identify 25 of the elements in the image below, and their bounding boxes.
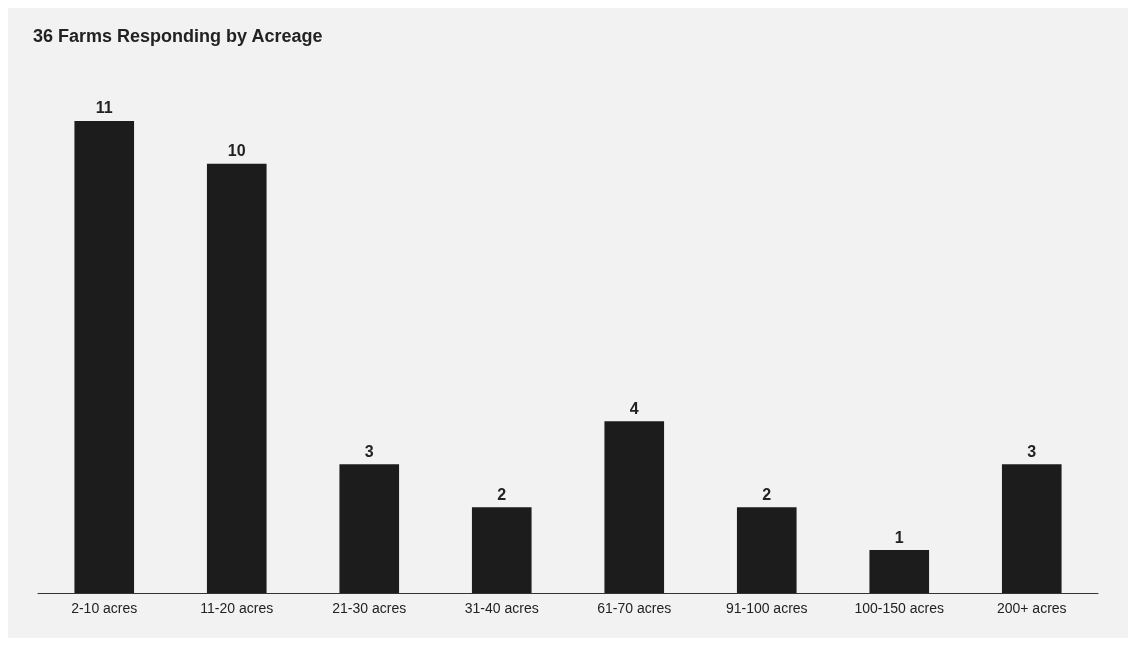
x-tick-label: 100-150 acres [854, 600, 945, 616]
bar [604, 421, 665, 593]
data-label: 2 [497, 485, 507, 503]
bar [736, 507, 797, 593]
x-tick-label: 31-40 acres [464, 600, 539, 616]
x-tick-label: 21-30 acres [332, 600, 407, 616]
x-tick-label: 2-10 acres [71, 600, 138, 616]
data-label: 1 [894, 528, 904, 546]
x-tick-label: 11-20 acres [200, 600, 274, 616]
x-tick-label: 61-70 acres [597, 600, 672, 616]
bar [74, 120, 135, 593]
bar [1001, 464, 1062, 593]
x-tick-label: 200+ acres [996, 600, 1067, 616]
chart-title: 36 Farms Responding by Acreage [33, 26, 323, 46]
data-label: 11 [95, 99, 113, 117]
data-label: 10 [227, 142, 246, 160]
bar [471, 507, 532, 593]
data-label: 3 [1027, 442, 1037, 460]
bar [869, 550, 930, 593]
data-label: 2 [762, 485, 772, 503]
data-label: 3 [364, 442, 374, 460]
data-label: 4 [629, 399, 639, 417]
x-tick-label: 91-100 acres [725, 600, 808, 616]
bar [339, 464, 400, 593]
bar [206, 163, 267, 593]
